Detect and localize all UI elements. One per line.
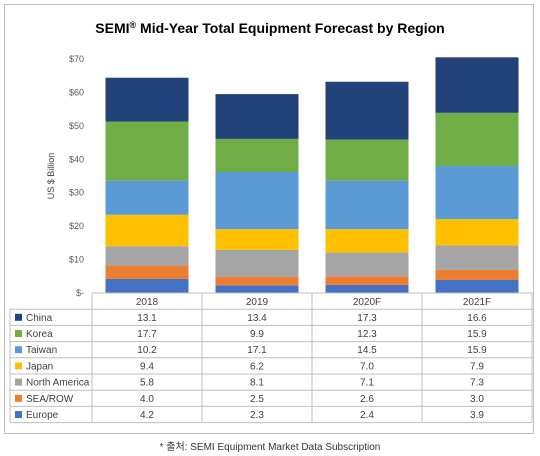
legend-series-name: Korea bbox=[26, 329, 53, 340]
legend-series-name: North America bbox=[26, 378, 90, 389]
data-value-label: 7.9 bbox=[470, 361, 484, 372]
x-category-label: 2021F bbox=[463, 297, 491, 308]
bar-segment-taiwan bbox=[435, 165, 519, 220]
legend-series-name: SEA/ROW bbox=[26, 394, 74, 405]
data-value-label: 17.7 bbox=[137, 329, 157, 340]
y-tick-label: $50 bbox=[69, 121, 84, 131]
data-value-label: 13.1 bbox=[137, 313, 157, 324]
data-value-label: 2.5 bbox=[250, 394, 264, 405]
bar-segment-europe bbox=[215, 285, 299, 293]
bar-segment-taiwan bbox=[325, 180, 409, 230]
data-value-label: 16.6 bbox=[467, 313, 487, 324]
bar-segment-sea-row bbox=[105, 265, 189, 279]
data-value-label: 2.4 bbox=[360, 410, 374, 421]
legend-series-name: Europe bbox=[26, 410, 59, 421]
bar-segment-korea bbox=[215, 138, 299, 172]
data-value-label: 2.6 bbox=[360, 394, 374, 405]
bar-segment-north-america bbox=[105, 246, 189, 266]
y-tick-label: $20 bbox=[69, 221, 84, 231]
y-tick-label: $10 bbox=[69, 255, 84, 265]
bar-segment-korea bbox=[325, 139, 409, 181]
bar-segment-japan bbox=[435, 219, 519, 246]
bar-segment-japan bbox=[325, 229, 409, 253]
bar-segment-sea-row bbox=[325, 276, 409, 285]
y-tick-label: $30 bbox=[69, 188, 84, 198]
data-value-label: 15.9 bbox=[467, 329, 487, 340]
chart-frame bbox=[4, 4, 534, 434]
source-note: * 출처: SEMI Equipment Market Data Subscri… bbox=[159, 442, 381, 453]
y-tick-label: $40 bbox=[69, 154, 84, 164]
bar-segment-japan bbox=[105, 214, 189, 247]
bar-segment-china bbox=[435, 57, 519, 113]
data-value-label: 7.1 bbox=[360, 378, 374, 389]
data-value-label: 5.8 bbox=[140, 378, 154, 389]
data-value-label: 10.2 bbox=[137, 345, 157, 356]
legend-key bbox=[15, 378, 22, 386]
x-category-label: 2018 bbox=[136, 297, 159, 308]
bar-segment-europe bbox=[325, 284, 409, 293]
x-category-label: 2020F bbox=[353, 297, 381, 308]
data-value-label: 9.9 bbox=[250, 329, 264, 340]
data-value-label: 3.9 bbox=[470, 410, 484, 421]
legend-key bbox=[15, 313, 22, 321]
data-value-label: 17.1 bbox=[247, 345, 267, 356]
y-tick-label: $70 bbox=[69, 54, 84, 64]
legend-key bbox=[15, 411, 22, 418]
legend-series-name: China bbox=[26, 313, 53, 324]
data-value-label: 3.0 bbox=[470, 394, 484, 405]
bar-segment-korea bbox=[105, 121, 189, 181]
bar-segment-taiwan bbox=[215, 171, 299, 230]
bar-segment-north-america bbox=[435, 245, 519, 270]
data-value-label: 7.0 bbox=[360, 361, 374, 372]
bar-segment-europe bbox=[105, 278, 189, 293]
bar-segment-china bbox=[105, 77, 189, 122]
data-value-label: 15.9 bbox=[467, 345, 487, 356]
data-value-label: 14.5 bbox=[357, 345, 377, 356]
bar-segment-korea bbox=[435, 112, 519, 166]
bar-segment-north-america bbox=[325, 252, 409, 277]
legend-key bbox=[15, 362, 22, 370]
data-value-label: 2.3 bbox=[250, 410, 264, 421]
bar-segment-sea-row bbox=[435, 269, 519, 280]
data-value-label: 7.3 bbox=[470, 378, 484, 389]
legend-key bbox=[15, 394, 22, 402]
data-value-label: 4.0 bbox=[140, 394, 154, 405]
y-tick-label: $60 bbox=[69, 87, 84, 97]
legend-key bbox=[15, 330, 22, 337]
data-value-label: 6.2 bbox=[250, 361, 264, 372]
legend-series-name: Japan bbox=[26, 361, 53, 372]
stacked-bar-chart: SEMI® Mid-Year Total Equipment Forecast … bbox=[9, 20, 533, 424]
bar-segment-china bbox=[215, 94, 299, 139]
data-value-label: 17.3 bbox=[357, 313, 377, 324]
bar-segment-taiwan bbox=[105, 180, 189, 215]
data-value-label: 4.2 bbox=[140, 410, 154, 421]
bar-segment-europe bbox=[435, 279, 519, 293]
y-tick-label: $- bbox=[76, 288, 84, 298]
legend-series-name: Taiwan bbox=[26, 345, 57, 356]
bar-segment-sea-row bbox=[215, 276, 299, 286]
y-axis-label: US $ Billion bbox=[46, 153, 56, 200]
chart-title: SEMI® Mid-Year Total Equipment Forecast … bbox=[95, 20, 444, 36]
data-value-label: 8.1 bbox=[250, 378, 264, 389]
data-value-label: 9.4 bbox=[140, 361, 154, 372]
data-value-label: 12.3 bbox=[357, 329, 377, 340]
x-category-label: 2019 bbox=[246, 297, 269, 308]
bar-segment-china bbox=[325, 81, 409, 140]
bar-segment-japan bbox=[215, 229, 299, 250]
data-value-label: 13.4 bbox=[247, 313, 267, 324]
legend-key bbox=[15, 346, 22, 354]
bar-segment-north-america bbox=[215, 249, 299, 277]
